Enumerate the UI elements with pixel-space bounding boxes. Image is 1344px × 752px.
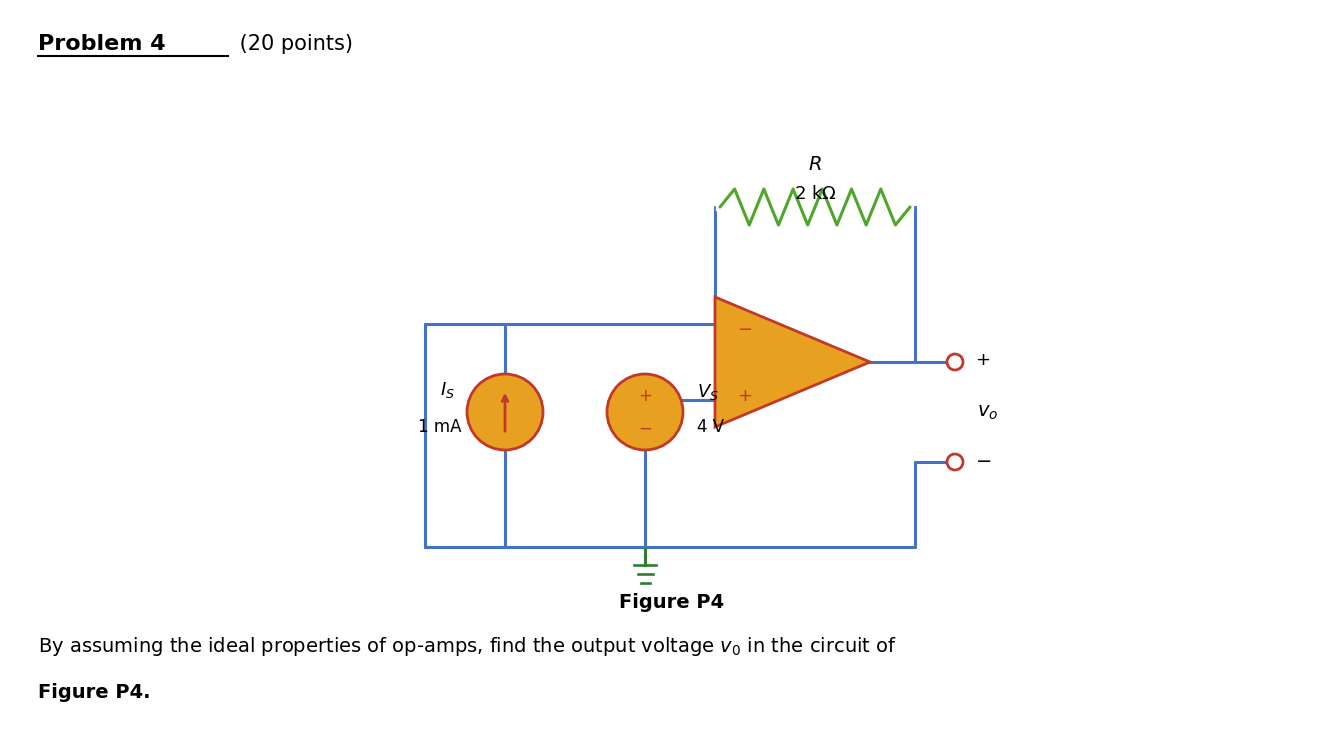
Text: $+$: $+$ [974,351,991,369]
Text: By assuming the ideal properties of op-amps, find the output voltage $v_0$ in th: By assuming the ideal properties of op-a… [38,635,896,659]
Text: Figure P4.: Figure P4. [38,683,151,702]
Text: $V_S$: $V_S$ [698,382,719,402]
Polygon shape [715,297,870,427]
Text: 1 mA: 1 mA [418,418,462,436]
Text: $-$: $-$ [638,419,652,437]
Text: $-$: $-$ [974,450,992,469]
Text: (20 points): (20 points) [233,34,353,54]
Text: $-$: $-$ [738,319,753,337]
Text: $R$: $R$ [808,156,821,174]
Text: $I_S$: $I_S$ [439,380,454,400]
Text: Figure P4: Figure P4 [620,593,724,611]
Text: $v_o$: $v_o$ [977,402,999,422]
Text: 2 k$\Omega$: 2 k$\Omega$ [794,185,836,203]
Circle shape [948,454,964,470]
Circle shape [466,374,543,450]
Text: $+$: $+$ [738,387,753,405]
Circle shape [948,354,964,370]
Circle shape [607,374,683,450]
Text: $+$: $+$ [638,387,652,405]
Text: Problem 4: Problem 4 [38,34,165,54]
Text: 4 V: 4 V [698,418,724,436]
